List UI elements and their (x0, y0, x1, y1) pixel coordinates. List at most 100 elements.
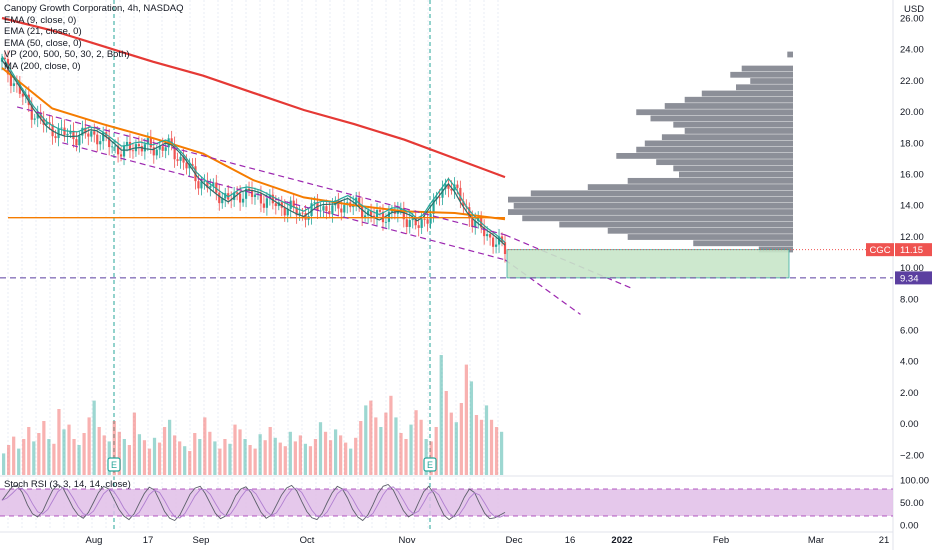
candle-body (265, 198, 268, 208)
time-tick-label: Mar (808, 535, 824, 546)
price-tick-label: 8.00 (900, 294, 919, 305)
candle-body (503, 242, 507, 255)
vp-row (701, 90, 793, 97)
legend-ma200[interactable]: MA (200, close, 0) (4, 60, 81, 72)
vp-row (513, 202, 793, 209)
volume-bar (248, 445, 252, 475)
earnings-marker[interactable]: E (423, 457, 437, 472)
candle-body (387, 211, 391, 222)
candle-body (292, 200, 295, 208)
candle-body (450, 188, 453, 191)
legend-ema50[interactable]: EMA (50, close, 0) (4, 37, 82, 49)
volume-bar (273, 437, 277, 475)
candle-body (18, 84, 21, 94)
legend-ema21[interactable]: EMA (21, close, 0) (4, 26, 82, 37)
vp-row (636, 146, 793, 153)
candle-body (215, 182, 218, 193)
candle-body (477, 217, 480, 222)
volume-bar (318, 422, 323, 475)
ema21-line (1, 55, 506, 243)
candle-body (313, 202, 316, 204)
volume-bar (183, 446, 187, 475)
rsi-tick-label: 50.00 (900, 498, 924, 509)
vp-row (741, 65, 793, 72)
indicator-legend[interactable]: Canopy Growth Corporation, 4h, NASDAQ EM… (4, 3, 184, 72)
candle-body (372, 215, 376, 218)
candle-body (447, 183, 450, 189)
volume-bar (37, 433, 41, 475)
candle-body (54, 136, 57, 139)
legend-vp[interactable]: VP (200, 500, 50, 30, 2, Both) (4, 49, 130, 60)
price-tick-label: 26.00 (900, 14, 924, 25)
volume-bar (27, 427, 31, 475)
volume-bar (424, 439, 428, 475)
time-axis[interactable]: Aug 17 Sep Oct Nov Dec 16 2022 Feb Mar 21 (86, 535, 890, 546)
volume-bar (178, 441, 182, 475)
candle-body (295, 207, 298, 216)
volume-bar (97, 427, 101, 475)
volume-bar (499, 431, 504, 475)
volume-bar (389, 395, 393, 475)
target-zone (506, 249, 790, 279)
candle-body (15, 83, 18, 85)
stoch-d-line (1, 486, 506, 519)
volume-bar (82, 433, 86, 475)
candle-body (322, 206, 325, 211)
legend-ema9[interactable]: EMA (9, close, 0) (4, 14, 77, 26)
volume-bar (278, 442, 282, 475)
vp-row (673, 165, 793, 172)
candle-body (57, 128, 60, 139)
vp-row (559, 221, 793, 228)
candle-body (369, 210, 373, 216)
candle-body (474, 221, 477, 228)
volume-bar (152, 437, 157, 475)
volume-bar (339, 435, 343, 475)
candle-body (358, 197, 361, 206)
candle-body (161, 146, 164, 151)
volume-bar (223, 439, 227, 475)
candle-body (30, 105, 33, 120)
candle-body (494, 244, 498, 247)
ticker-tag-box (866, 243, 894, 257)
candle-body (271, 194, 274, 204)
rsi-tick-label: 0.00 (900, 521, 919, 532)
price-tags: CGC 11.15 9.34 (866, 243, 932, 285)
price-axis[interactable]: 26.00 24.00 22.00 20.00 18.00 16.00 14.00 12.00… (900, 4, 924, 461)
volume-bar (288, 431, 292, 475)
volume-bar (308, 446, 313, 475)
time-tick-label: 21 (879, 535, 890, 546)
symbol-title[interactable]: Canopy Growth Corporation, 4h, NASDAQ (4, 3, 184, 14)
volume-bar (404, 439, 408, 475)
candle-body (63, 127, 66, 135)
volume-bar (399, 433, 403, 475)
price-tick-label: 22.00 (900, 76, 924, 87)
volume-bar (92, 400, 96, 475)
last-price-box (895, 243, 932, 257)
candle-body (200, 181, 203, 189)
stoch-rsi-legend[interactable]: Stoch RSI (3, 3, 14, 14, close) (4, 479, 131, 490)
earnings-marker[interactable]: E (107, 457, 121, 472)
vp-row (693, 240, 793, 247)
volume-bar (12, 436, 16, 475)
vp-row (650, 115, 793, 122)
candle-body (221, 198, 224, 204)
candle-body (93, 131, 96, 135)
candle-body (33, 118, 36, 120)
candle-body (60, 127, 63, 129)
volume-bar (354, 437, 358, 475)
candle-body (289, 200, 292, 209)
candle-body (3, 57, 7, 60)
volume-bar (62, 429, 66, 475)
target-price-box (895, 271, 932, 285)
volume-profile (508, 51, 793, 253)
volume-bar (344, 442, 348, 475)
stoch-rsi-lines (1, 483, 506, 522)
candle-body (90, 131, 93, 137)
volume-bar (2, 453, 6, 475)
rsi-axis[interactable]: 100.00 50.00 0.00 (900, 476, 929, 532)
volume-bar (243, 439, 247, 475)
vp-row (616, 153, 793, 159)
